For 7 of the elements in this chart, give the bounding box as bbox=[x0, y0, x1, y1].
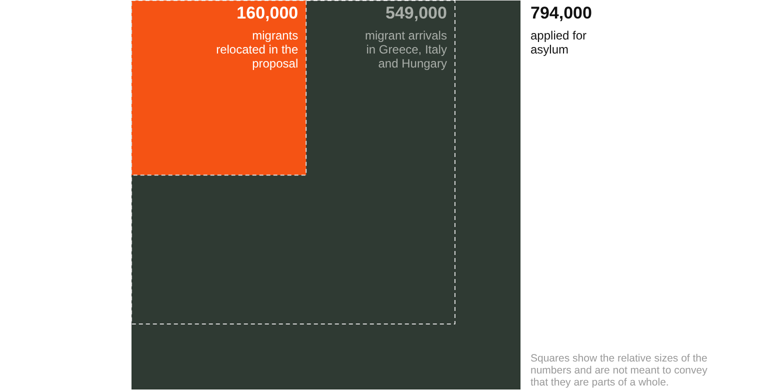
category-label: applied for asylum bbox=[530, 28, 587, 56]
category-label: migrant arrivals in Greece, Italy and Hungary bbox=[364, 28, 447, 70]
data-label: 794,000 bbox=[530, 4, 592, 22]
data-label: 160,000 bbox=[236, 4, 298, 22]
data-label: 549,000 bbox=[386, 4, 447, 22]
text: Squares show the relative sizes of the numbers and are not meant to convey that they are parts of a whole. bbox=[530, 352, 708, 388]
category-label: migrants relocated in the proposal bbox=[216, 28, 298, 70]
